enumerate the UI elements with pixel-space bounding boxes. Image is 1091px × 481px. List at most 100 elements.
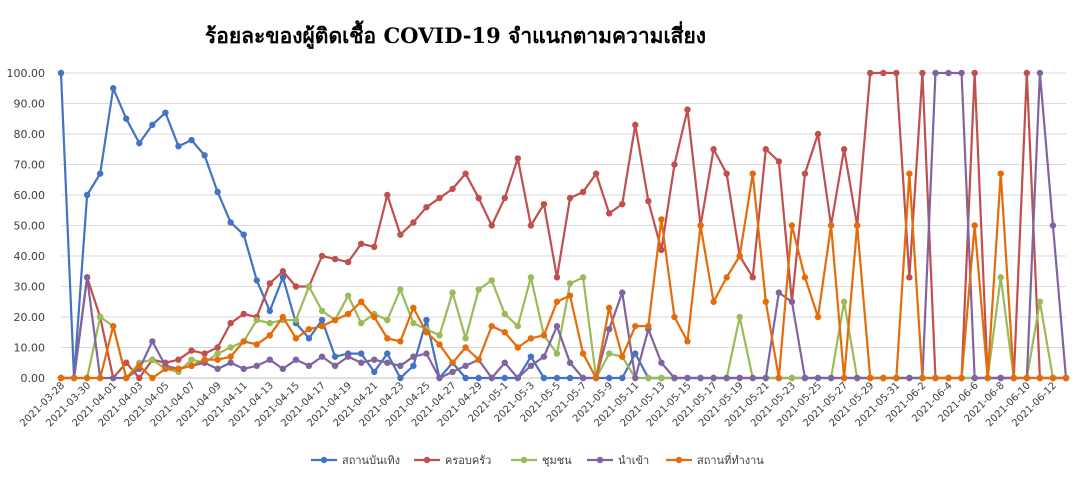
data-point xyxy=(540,374,548,382)
data-point xyxy=(96,374,104,382)
data-point xyxy=(945,374,952,382)
legend-item: ชุมชน xyxy=(511,454,572,467)
data-point xyxy=(162,109,169,116)
data-point xyxy=(527,274,535,281)
data-point xyxy=(344,310,352,318)
data-point xyxy=(423,316,430,324)
data-point xyxy=(83,374,91,382)
data-point xyxy=(344,353,352,360)
data-point xyxy=(279,313,287,321)
data-point xyxy=(906,374,913,382)
legend-swatch-marker xyxy=(596,456,604,464)
data-point xyxy=(893,69,900,77)
data-point xyxy=(423,204,430,211)
data-point xyxy=(540,200,548,208)
legend: สถานบันเทิง ครอบครัว ชุมชน นำเข้า สถานที่ทำง… xyxy=(311,452,764,467)
legend-swatch-marker xyxy=(520,456,528,464)
data-point xyxy=(801,170,809,177)
data-point xyxy=(436,194,443,202)
data-point xyxy=(475,374,482,382)
data-point xyxy=(188,136,195,144)
data-point xyxy=(827,222,835,229)
data-point xyxy=(579,188,587,196)
data-point xyxy=(123,359,130,366)
data-point xyxy=(514,322,522,330)
data-point xyxy=(292,316,300,324)
data-point xyxy=(658,374,665,382)
data-point xyxy=(279,365,287,373)
data-point xyxy=(83,191,91,199)
data-point xyxy=(867,69,874,77)
data-point xyxy=(684,106,691,113)
data-point xyxy=(253,362,260,369)
data-point xyxy=(736,313,743,321)
data-point xyxy=(410,353,417,360)
data-point xyxy=(736,374,743,382)
data-point xyxy=(318,316,326,324)
data-point xyxy=(449,368,456,376)
data-point xyxy=(240,231,247,238)
data-point xyxy=(240,365,247,373)
data-point xyxy=(775,158,783,165)
data-point xyxy=(357,359,365,366)
data-point xyxy=(880,69,887,77)
data-point xyxy=(788,298,796,305)
data-point xyxy=(397,231,404,238)
data-point xyxy=(70,374,78,382)
data-point xyxy=(449,289,456,296)
data-point xyxy=(110,322,117,330)
data-point xyxy=(814,313,822,321)
data-point xyxy=(266,332,274,339)
data-point xyxy=(279,274,287,281)
data-point xyxy=(214,350,221,357)
data-point xyxy=(540,332,548,339)
data-point xyxy=(906,274,913,281)
data-point xyxy=(227,353,234,360)
data-point xyxy=(1023,374,1031,382)
data-point xyxy=(723,170,730,177)
data-point xyxy=(292,283,300,290)
data-point xyxy=(736,252,743,260)
data-point xyxy=(384,350,391,357)
data-point xyxy=(136,374,143,382)
data-point xyxy=(566,359,574,366)
data-point xyxy=(853,374,861,382)
data-point xyxy=(162,365,169,373)
data-point xyxy=(331,353,339,360)
data-point xyxy=(423,329,430,336)
data-point xyxy=(214,188,221,196)
y-tick-label: 70.00 xyxy=(14,159,46,172)
data-point xyxy=(462,170,469,177)
data-point xyxy=(619,374,626,382)
data-point xyxy=(175,356,182,363)
data-point xyxy=(57,69,65,77)
data-point xyxy=(579,274,587,281)
data-point xyxy=(266,280,274,287)
data-point xyxy=(501,329,508,336)
data-point xyxy=(971,374,978,382)
data-point xyxy=(57,374,65,382)
data-point xyxy=(501,310,508,318)
data-point xyxy=(632,350,639,357)
data-point xyxy=(266,356,274,363)
data-point xyxy=(880,374,887,382)
data-point xyxy=(762,374,770,382)
data-point xyxy=(919,374,926,382)
data-point xyxy=(188,356,195,363)
data-point xyxy=(501,194,508,202)
data-point xyxy=(566,292,574,299)
data-point xyxy=(645,197,652,205)
data-point xyxy=(958,374,965,382)
data-point xyxy=(527,222,535,229)
data-point xyxy=(436,332,443,339)
data-point xyxy=(710,146,717,153)
data-point xyxy=(788,374,796,382)
data-point xyxy=(214,356,221,363)
data-point xyxy=(266,307,274,315)
data-point xyxy=(201,350,208,357)
data-point xyxy=(605,374,613,382)
data-point xyxy=(775,289,783,296)
data-point xyxy=(553,274,561,281)
data-point xyxy=(136,139,143,147)
